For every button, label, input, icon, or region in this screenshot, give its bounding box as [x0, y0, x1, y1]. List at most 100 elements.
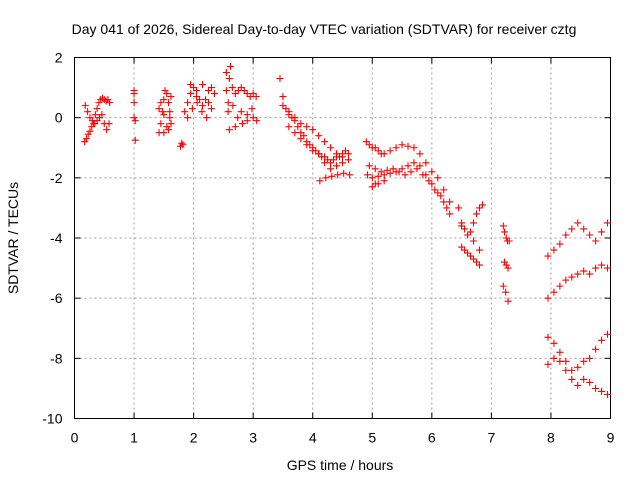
data-point	[502, 261, 510, 269]
data-point	[475, 261, 483, 269]
data-point	[586, 270, 594, 278]
data-point	[327, 165, 335, 173]
data-point	[179, 141, 187, 149]
data-point	[556, 357, 564, 365]
data-point	[556, 240, 564, 248]
data-point	[193, 99, 201, 107]
data-series-cluster-7.2	[499, 222, 513, 305]
data-point	[446, 198, 454, 206]
data-series-cluster-1.0	[130, 87, 139, 144]
data-point	[598, 336, 606, 344]
data-points	[81, 63, 612, 398]
data-point	[184, 99, 192, 107]
data-point	[344, 150, 352, 158]
data-point	[160, 129, 168, 137]
data-point	[461, 246, 469, 254]
data-point	[193, 93, 201, 101]
data-series-cluster-1.8	[177, 139, 187, 150]
data-point	[330, 156, 338, 164]
data-point	[246, 93, 254, 101]
data-point	[166, 108, 174, 116]
data-point	[184, 114, 192, 122]
data-point	[297, 129, 305, 137]
y-tick-label: -2	[50, 170, 63, 186]
data-point	[562, 276, 570, 284]
data-point	[231, 123, 239, 131]
data-point	[315, 132, 323, 140]
data-point	[473, 258, 480, 266]
data-point	[190, 84, 198, 92]
data-point	[106, 99, 114, 107]
data-point	[95, 99, 103, 107]
x-tick-label: 6	[428, 430, 436, 446]
data-point	[380, 177, 388, 185]
data-point	[562, 357, 570, 365]
data-point	[237, 108, 245, 116]
data-point	[199, 81, 207, 89]
data-point	[458, 243, 466, 251]
data-point	[207, 105, 215, 113]
plot-frame	[74, 57, 611, 419]
data-point	[550, 354, 558, 362]
data-point	[163, 123, 171, 131]
data-point	[243, 117, 251, 125]
data-point	[315, 150, 323, 158]
data-point	[155, 105, 163, 113]
data-point	[556, 348, 564, 356]
data-point	[334, 171, 342, 179]
data-point	[198, 108, 206, 116]
data-point	[227, 63, 235, 71]
data-point	[282, 105, 290, 113]
data-point	[81, 138, 89, 146]
data-point	[160, 96, 168, 104]
data-point	[157, 99, 165, 107]
data-point	[98, 111, 106, 119]
data-series-cluster-2.2	[181, 81, 218, 122]
data-point	[167, 120, 175, 128]
data-point	[163, 90, 171, 98]
data-point	[404, 142, 412, 150]
data-point	[240, 87, 248, 95]
data-point	[368, 174, 376, 182]
data-point	[300, 132, 308, 140]
data-point	[279, 102, 287, 110]
data-point	[562, 366, 570, 374]
data-point	[544, 333, 552, 341]
data-point	[279, 93, 287, 101]
data-point	[224, 108, 232, 116]
data-point	[574, 270, 582, 278]
data-point	[568, 273, 576, 281]
data-series-cluster-8.5	[544, 219, 612, 398]
data-point	[604, 390, 612, 398]
data-point	[207, 84, 215, 92]
x-tick-label: 7	[487, 430, 495, 446]
data-point	[297, 120, 305, 128]
data-point	[428, 180, 436, 188]
data-point	[386, 147, 394, 155]
data-point	[234, 87, 242, 95]
data-point	[202, 96, 210, 104]
data-point	[104, 96, 112, 104]
data-point	[238, 120, 246, 128]
data-point	[504, 297, 512, 305]
data-point	[504, 264, 512, 272]
data-point	[568, 225, 576, 233]
y-tick-label: 0	[55, 110, 63, 126]
data-point	[291, 129, 299, 137]
x-tick-label: 1	[130, 430, 138, 446]
y-tick-label: -10	[42, 411, 62, 427]
data-point	[505, 237, 513, 245]
data-point	[224, 99, 232, 107]
data-point	[222, 69, 230, 77]
y-tick-label: 2	[55, 50, 63, 66]
data-point	[461, 225, 469, 233]
data-point	[321, 159, 329, 167]
x-tick-labels: 0 1 2 3 4 5 6 7 8 9	[71, 430, 615, 446]
data-point	[574, 219, 582, 227]
data-point	[157, 120, 165, 128]
data-point	[371, 165, 379, 173]
data-point	[422, 171, 430, 179]
data-series-cluster-1.5	[155, 87, 175, 137]
data-point	[386, 169, 394, 177]
